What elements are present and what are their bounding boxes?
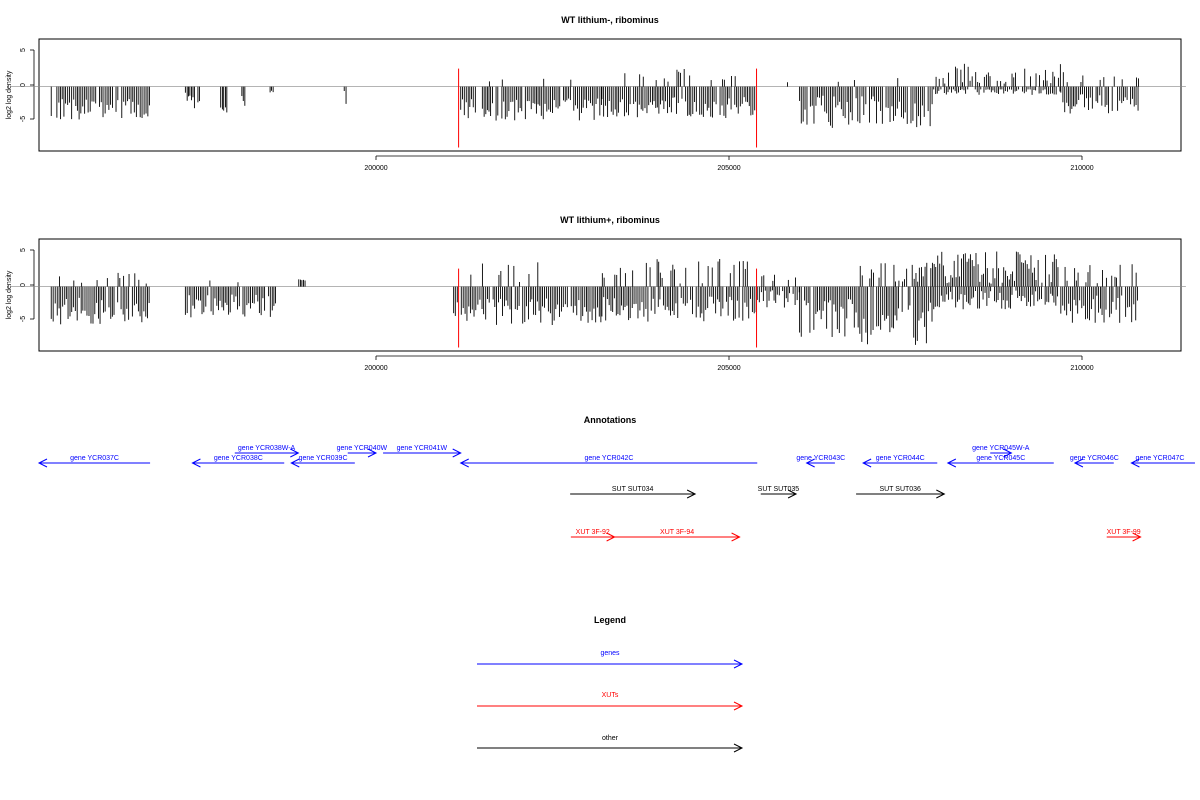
feature-label: gene YCR039C: [299, 455, 348, 462]
y-tick-label: -5: [20, 316, 27, 322]
y-axis-label: log2 log density: [6, 70, 13, 119]
feature-arrowhead: [946, 458, 957, 468]
feature-label: SUT SUT034: [612, 486, 654, 493]
feature-xut: XUT 3F-92: [570, 529, 616, 542]
feature-arrowhead: [37, 458, 48, 468]
x-tick-label: 210000: [1070, 165, 1093, 172]
feature-arrowhead: [787, 489, 798, 499]
feature-gene: gene YCR038C: [191, 455, 285, 468]
feature-label: gene YCR043C: [796, 455, 845, 462]
legend-item-xuts: XUTs: [477, 692, 744, 711]
y-axis: 5 0 -5 log2 log density: [6, 248, 35, 322]
y-tick-label: -5: [20, 116, 27, 122]
feature-gene: gene YCR045C: [946, 455, 1054, 468]
legend-item-genes: genes: [477, 650, 744, 669]
feature-gene: gene YCR039C: [290, 455, 355, 468]
feature-label: gene YCR040W: [337, 445, 388, 452]
feature-label: gene YCR038C: [214, 455, 263, 462]
y-tick-label: 0: [20, 83, 27, 87]
x-tick-label: 205000: [717, 365, 740, 372]
feature-label: gene YCR037C: [70, 455, 119, 462]
legend-label: XUTs: [602, 692, 619, 699]
legend-label: genes: [600, 650, 620, 657]
feature-label: SUT SUT035: [758, 486, 800, 493]
feature-gene: gene YCR043C: [796, 455, 845, 468]
feature-other: SUT SUT034: [570, 486, 697, 499]
feature-tracks: gene YCR037C gene YCR038W-A gene YCR038C ge…: [37, 445, 1195, 542]
feature-arrowhead: [452, 448, 462, 458]
feature-arrowhead: [862, 458, 872, 468]
feature-arrowhead: [290, 458, 300, 468]
feature-label: gene YCR038W-A: [238, 445, 296, 452]
density-marks: [10, 251, 1186, 348]
feature-label: gene YCR044C: [876, 455, 925, 462]
feature-arrowhead: [1132, 532, 1142, 542]
feature-gene: gene YCR045W-A: [972, 445, 1030, 458]
legend-arrowhead: [733, 659, 744, 669]
feature-label: gene YCR047C: [1136, 455, 1185, 462]
feature-label: XUT 3F-92: [576, 529, 610, 536]
feature-arrowhead: [936, 489, 946, 499]
feature-label: XUT 3F-99: [1107, 529, 1141, 536]
density-marks: [10, 63, 1186, 148]
feature-arrowhead: [367, 448, 378, 458]
feature-other: SUT SUT035: [758, 486, 800, 499]
feature-arrowhead: [686, 489, 697, 499]
feature-label: gene YCR041W: [397, 445, 448, 452]
x-tick-label: 210000: [1070, 365, 1093, 372]
feature-gene: gene YCR046C: [1070, 455, 1119, 468]
legend-arrowhead: [733, 743, 744, 753]
feature-arrowhead: [1073, 458, 1084, 468]
panel-lithium-minus: WT lithium-, ribominus 5 0 -5 log2 log d…: [6, 15, 1186, 172]
x-axis: 200000 205000 210000: [364, 155, 1094, 172]
plot-frame: [38, 38, 1182, 152]
feature-label: gene YCR045C: [976, 455, 1025, 462]
feature-gene: gene YCR038W-A: [234, 445, 300, 458]
feature-gene: gene YCR037C: [37, 455, 151, 468]
legend-title: Legend: [594, 615, 626, 625]
feature-arrowhead: [191, 458, 201, 468]
y-tick-label: 5: [20, 48, 27, 52]
feature-label: SUT SUT036: [879, 486, 921, 493]
feature-arrowhead: [1130, 458, 1140, 468]
feature-gene: gene YCR047C: [1130, 455, 1195, 468]
legend-item-other: other: [477, 735, 744, 753]
feature-gene: gene YCR040W: [337, 445, 388, 458]
feature-label: XUT 3F-94: [660, 529, 694, 536]
legend: Legend genes XUTs other: [477, 615, 744, 753]
annotations-title: Annotations: [584, 415, 637, 425]
x-tick-label: 205000: [717, 165, 740, 172]
feature-label: gene YCR045W-A: [972, 445, 1030, 452]
x-tick-label: 200000: [364, 165, 387, 172]
feature-arrowhead: [805, 458, 815, 468]
feature-other: SUT SUT036: [856, 486, 946, 499]
feature-xut: XUT 3F-94: [614, 529, 741, 542]
feature-gene: gene YCR044C: [862, 455, 938, 468]
x-tick-label: 200000: [364, 365, 387, 372]
y-axis-label: log2 log density: [6, 270, 13, 319]
y-tick-label: 5: [20, 248, 27, 252]
legend-label: other: [602, 735, 619, 742]
y-tick-label: 0: [20, 283, 27, 287]
feature-label: gene YCR042C: [585, 455, 634, 462]
feature-arrowhead: [1003, 448, 1013, 458]
panel-lithium-plus: WT lithium+, ribominus 5 0 -5 log2 log d…: [6, 215, 1186, 372]
feature-gene: gene YCR042C: [459, 455, 758, 468]
feature-label: gene YCR046C: [1070, 455, 1119, 462]
legend-arrowhead: [733, 701, 744, 711]
feature-arrowhead: [731, 532, 741, 542]
x-axis: 200000 205000 210000: [364, 355, 1094, 372]
feature-arrowhead: [459, 458, 469, 468]
feature-gene: gene YCR041W: [383, 445, 462, 458]
feature-xut: XUT 3F-99: [1107, 529, 1142, 542]
panel-title: WT lithium+, ribominus: [560, 215, 660, 225]
plot-frame: [38, 238, 1182, 352]
panel-title: WT lithium-, ribominus: [561, 15, 659, 25]
feature-arrowhead: [290, 448, 300, 458]
y-axis: 5 0 -5 log2 log density: [6, 48, 35, 122]
